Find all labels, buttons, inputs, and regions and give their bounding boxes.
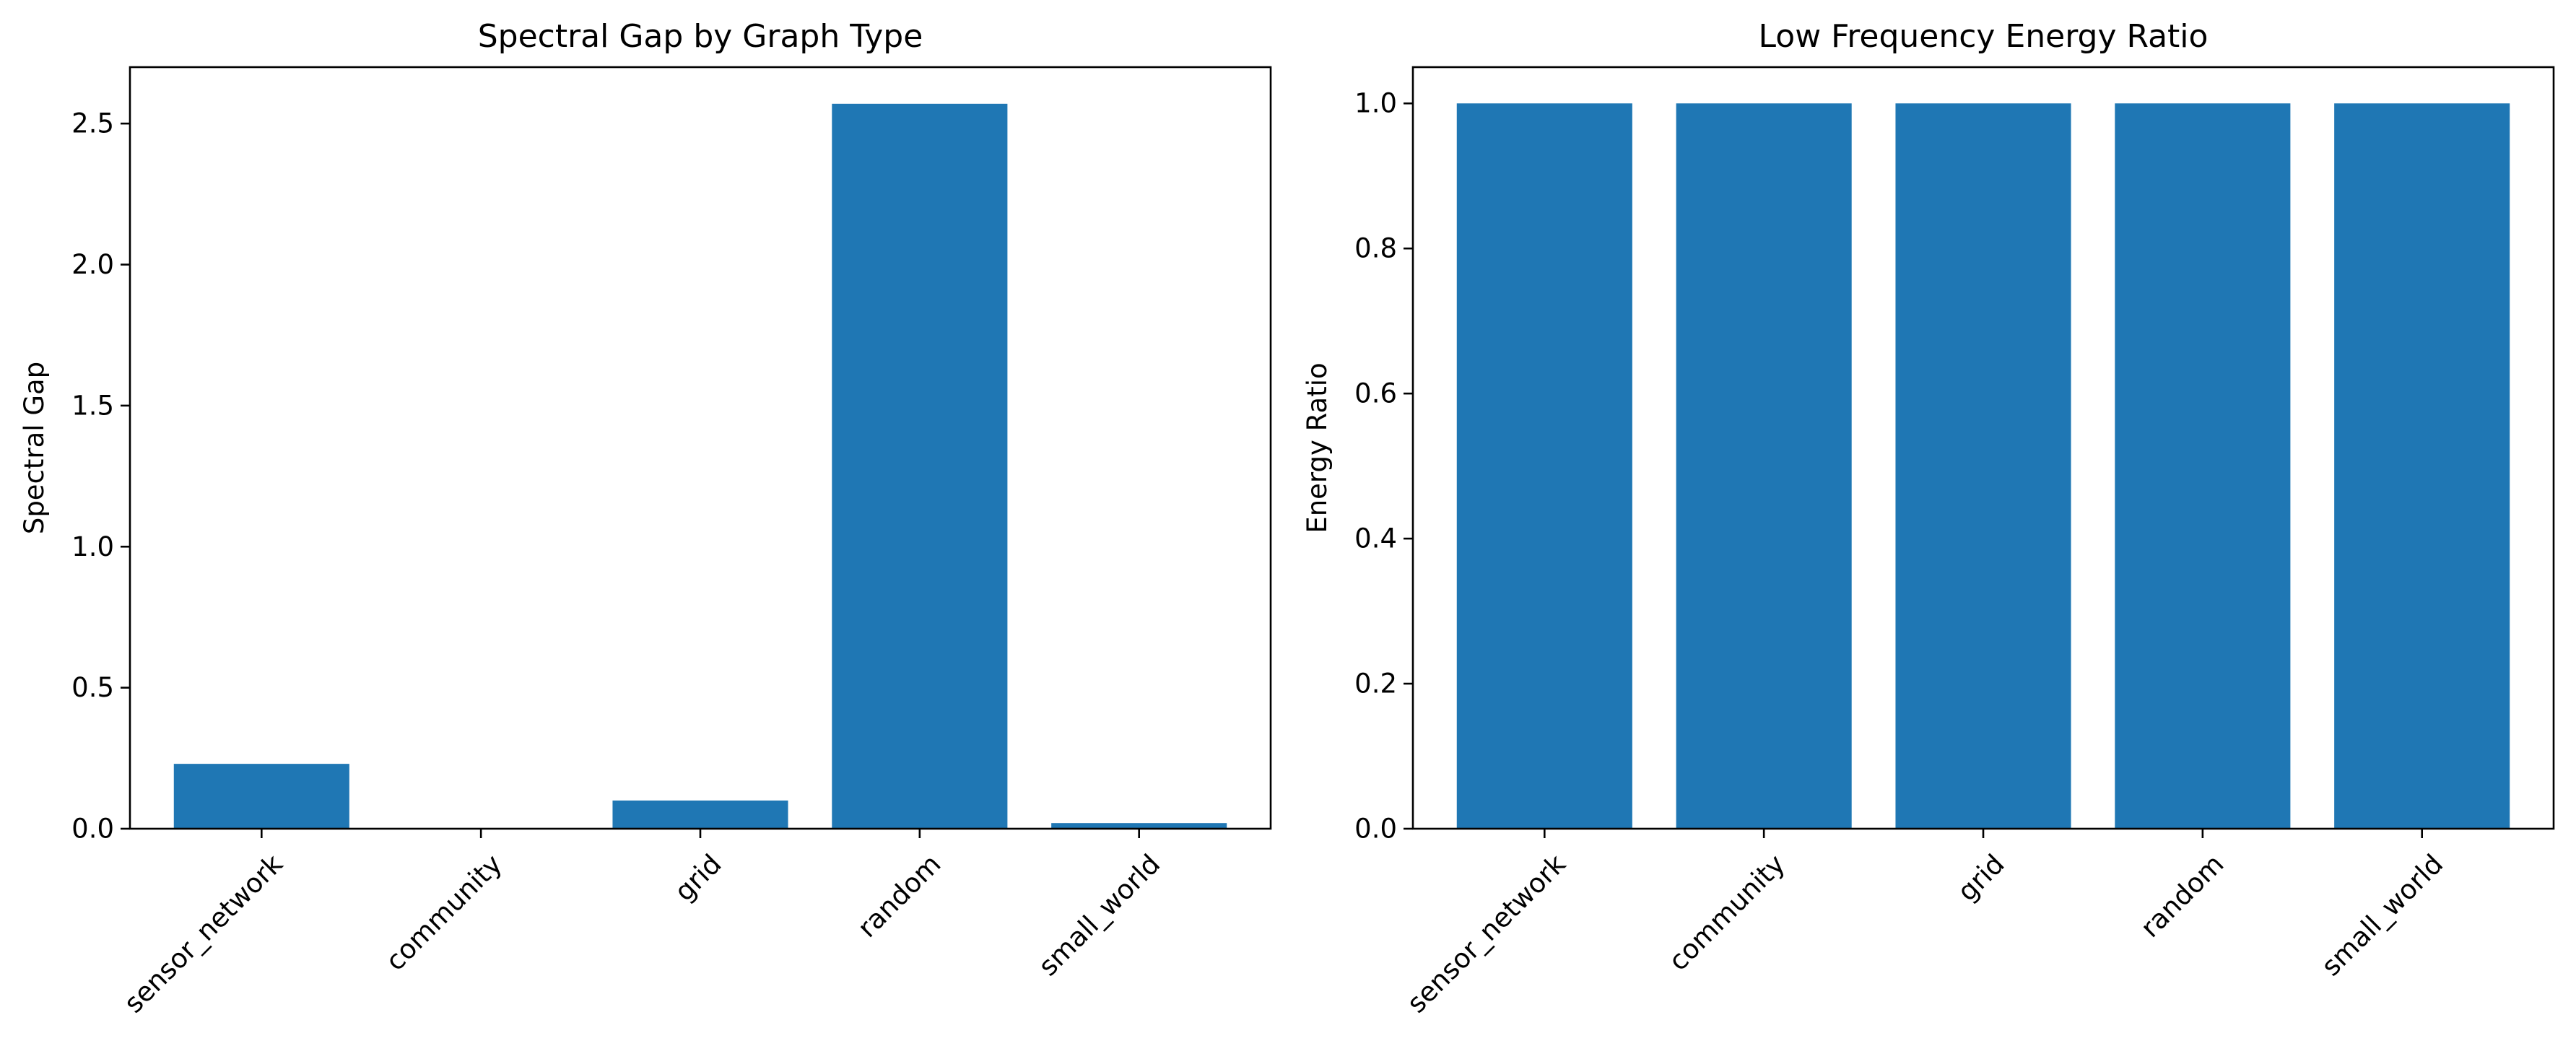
y-tick-label-1-2: 1.0 xyxy=(71,531,114,562)
bar-2-random xyxy=(2115,103,2291,829)
y-tick-label-2-4: 0.8 xyxy=(1354,233,1397,264)
bar-1-sensor_network xyxy=(173,764,349,829)
y-tick-label-1-5: 2.5 xyxy=(71,108,114,139)
bar-1-grid xyxy=(612,800,788,829)
y-axis-label-2: Energy Ratio xyxy=(1302,362,1333,533)
y-tick-label-1-4: 2.0 xyxy=(71,249,114,280)
bar-1-small_world xyxy=(1051,823,1227,829)
y-axis-label-1: Spectral Gap xyxy=(19,362,50,534)
bar-2-sensor_network xyxy=(1456,103,1632,829)
y-tick-label-2-1: 0.2 xyxy=(1354,668,1397,700)
bar-2-community xyxy=(1676,103,1852,829)
y-tick-label-1-1: 0.5 xyxy=(71,672,114,703)
y-tick-label-2-5: 1.0 xyxy=(1354,88,1397,119)
chart-title-1: Spectral Gap by Graph Type xyxy=(478,18,923,55)
y-tick-label-2-0: 0.0 xyxy=(1354,814,1397,845)
bar-2-small_world xyxy=(2334,103,2510,829)
y-tick-label-2-3: 0.6 xyxy=(1354,378,1397,409)
y-tick-label-2-2: 0.4 xyxy=(1354,523,1397,554)
bar-2-grid xyxy=(1895,103,2071,829)
y-tick-label-1-3: 1.5 xyxy=(71,390,114,421)
y-tick-label-1-0: 0.0 xyxy=(71,814,114,845)
bar-1-random xyxy=(832,103,1008,829)
chart-title-2: Low Frequency Energy Ratio xyxy=(1759,18,2209,55)
